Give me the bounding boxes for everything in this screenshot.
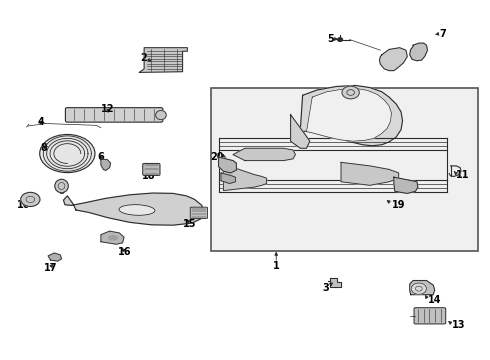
Polygon shape [306,88,392,141]
FancyBboxPatch shape [65,108,163,122]
Polygon shape [410,43,427,61]
Text: 7: 7 [440,28,446,39]
Circle shape [342,86,359,99]
Text: 16: 16 [118,247,132,257]
Polygon shape [223,164,267,190]
Polygon shape [221,173,235,184]
Text: 15: 15 [183,219,196,229]
Ellipse shape [156,111,166,120]
Text: 8: 8 [41,143,48,153]
Polygon shape [101,231,124,244]
Polygon shape [410,280,435,294]
Text: 20: 20 [210,152,223,162]
Text: 14: 14 [427,295,441,305]
Text: 17: 17 [44,263,57,273]
Text: 6: 6 [98,152,104,162]
Text: 12: 12 [101,104,115,114]
Text: 18: 18 [142,171,156,181]
Text: 1: 1 [273,261,280,271]
Text: 5: 5 [327,34,334,44]
FancyBboxPatch shape [143,163,160,175]
Polygon shape [330,278,341,287]
Polygon shape [291,115,310,148]
Circle shape [411,283,426,294]
Circle shape [338,38,343,41]
Ellipse shape [109,236,117,240]
Ellipse shape [40,135,95,172]
Text: 13: 13 [451,320,465,330]
Polygon shape [379,48,407,71]
Polygon shape [101,159,111,171]
FancyBboxPatch shape [414,308,446,324]
Text: 4: 4 [38,117,44,127]
Polygon shape [300,85,402,146]
Polygon shape [394,177,418,193]
Polygon shape [48,253,62,261]
Ellipse shape [119,204,155,215]
Text: 10: 10 [17,200,31,210]
Text: 9: 9 [58,186,65,195]
Ellipse shape [55,179,68,193]
Text: 2: 2 [140,53,147,63]
Bar [211,88,478,251]
Text: 19: 19 [392,200,405,210]
Circle shape [21,192,40,207]
Polygon shape [233,148,295,161]
Polygon shape [341,162,399,185]
FancyBboxPatch shape [190,207,208,219]
Polygon shape [139,48,187,72]
Text: 3: 3 [322,283,329,293]
Text: 11: 11 [456,170,470,180]
Polygon shape [219,157,236,173]
Polygon shape [64,193,204,225]
